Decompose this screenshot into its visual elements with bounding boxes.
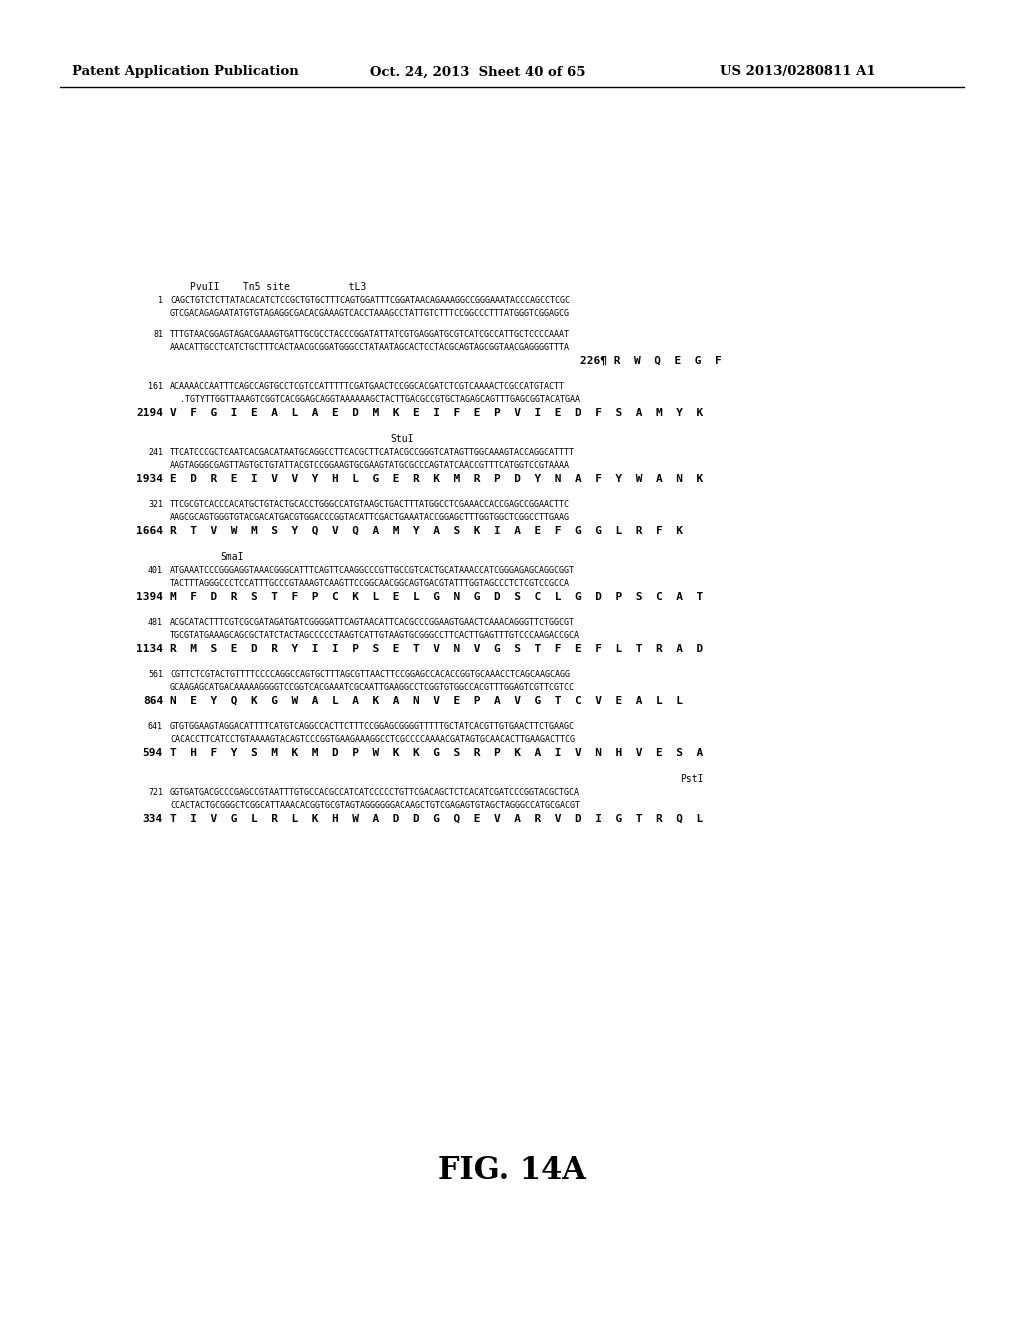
Text: ACGCATACTTTCGTCGCGATAGATGATCGGGGATTCAGTAACATTCACGCCCGGAAGTGAACTCAAACAGGGTTCTGGCG: ACGCATACTTTCGTCGCGATAGATGATCGGGGATTCAGTA…	[170, 618, 575, 627]
Text: R  T  V  W  M  S  Y  Q  V  Q  A  M  Y  A  S  K  I  A  E  F  G  G  L  R  F  K: R T V W M S Y Q V Q A M Y A S K I A E F …	[170, 525, 683, 536]
Text: 1664: 1664	[136, 525, 163, 536]
Text: 401: 401	[148, 566, 163, 576]
Text: 1134: 1134	[136, 644, 163, 653]
Text: AAACATTGCCTCATCTGCTTTCACTAACGCGGATGGGCCTATAATAGCACTCCTACGCAGTAGCGGTAACGAGGGGTTTA: AAACATTGCCTCATCTGCTTTCACTAACGCGGATGGGCCT…	[170, 343, 570, 352]
Text: SmaI: SmaI	[220, 552, 244, 562]
Text: Patent Application Publication: Patent Application Publication	[72, 66, 299, 78]
Text: US 2013/0280811 A1: US 2013/0280811 A1	[720, 66, 876, 78]
Text: CGTTCTCGTACTGTTTTCCCCAGGCCAGTGCTTTAGCGTTAACTTCCGGAGCCACACCGGTGCAAACCTCAGCAAGCAGG: CGTTCTCGTACTGTTTTCCCCAGGCCAGTGCTTTAGCGTT…	[170, 671, 570, 678]
Text: TGCGTATGAAAGCAGCGCTATCTACTAGCCCCCTAAGTCATTGTAAGTGCGGGCCTTCACTTGAGTTTGTCCCAAGACCG: TGCGTATGAAAGCAGCGCTATCTACTAGCCCCCTAAGTCA…	[170, 631, 580, 640]
Text: 1934: 1934	[136, 474, 163, 484]
Text: 594: 594	[142, 748, 163, 758]
Text: TTCGCGTCACCCACATGCTGTACTGCACCTGGGCCATGTAAGCTGACTTTATGGCCTCGAAACCACCGAGCCGGAACTTC: TTCGCGTCACCCACATGCTGTACTGCACCTGGGCCATGTA…	[170, 500, 570, 510]
Text: 1: 1	[158, 296, 163, 305]
Text: GTGTGGAAGTAGGACATTTTCATGTCAGGCCACTTCTTTCCGGAGCGGGGTTTTTGCTATCACGTTGTGAACTTCTGAAG: GTGTGGAAGTAGGACATTTTCATGTCAGGCCACTTCTTTC…	[170, 722, 575, 731]
Text: 241: 241	[148, 447, 163, 457]
Text: 81: 81	[153, 330, 163, 339]
Text: AAGCGCAGTGGGTGTACGACATGACGTGGACCCGGTACATTCGACTGAAATACCGGAGCTTTGGTGGCTCGGCCTTGAAG: AAGCGCAGTGGGTGTACGACATGACGTGGACCCGGTACAT…	[170, 513, 570, 521]
Text: M  F  D  R  S  T  F  P  C  K  L  E  L  G  N  G  D  S  C  L  G  D  P  S  C  A  T: M F D R S T F P C K L E L G N G D S C L …	[170, 591, 703, 602]
Text: CACACCTTCATCCTGTAAAAGTACAGTCCCGGTGAAGAAAGGCCTCGCCCCAAAACGATAGTGCAACACTTGAAGACTTC: CACACCTTCATCCTGTAAAAGTACAGTCCCGGTGAAGAAA…	[170, 735, 575, 744]
Text: 321: 321	[148, 500, 163, 510]
Text: GTCGACAGAGAATATGTGTAGAGGCGACACGAAAGTCACCTAAAGCCTATTGTCTTTCCGGCCCTTTATGGGTCGGAGCG: GTCGACAGAGAATATGTGTAGAGGCGACACGAAAGTCACC…	[170, 309, 570, 318]
Text: CAGCTGTCTCTTATACACATCTCCGCTGTGCTTTCAGTGGATTTCGGATAACAGAAAGGCCGGGAAATACCCAGCCTCGC: CAGCTGTCTCTTATACACATCTCCGCTGTGCTTTCAGTGG…	[170, 296, 570, 305]
Text: 161: 161	[148, 381, 163, 391]
Text: FIG. 14A: FIG. 14A	[438, 1155, 586, 1185]
Text: CCACTACTGCGGGCTCGGCATTAAACACGGTGCGTAGTAGGGGGGACAAGCTGTCGAGAGTGTAGCTAGGGCCATGCGAC: CCACTACTGCGGGCTCGGCATTAAACACGGTGCGTAGTAG…	[170, 801, 580, 810]
Text: TTTGTAACGGAGTAGACGAAAGTGATTGCGCCTACCCGGATATTATCGTGAGGATGCGTCATCGCCATTGCTCCCCAAAT: TTTGTAACGGAGTAGACGAAAGTGATTGCGCCTACCCGGA…	[170, 330, 570, 339]
Text: R  M  S  E  D  R  Y  I  I  P  S  E  T  V  N  V  G  S  T  F  E  F  L  T  R  A  D: R M S E D R Y I I P S E T V N V G S T F …	[170, 644, 703, 653]
Text: 721: 721	[148, 788, 163, 797]
Text: 1394: 1394	[136, 591, 163, 602]
Text: T  H  F  Y  S  M  K  M  D  P  W  K  K  G  S  R  P  K  A  I  V  N  H  V  E  S  A: T H F Y S M K M D P W K K G S R P K A I …	[170, 748, 703, 758]
Text: 481: 481	[148, 618, 163, 627]
Text: PstI: PstI	[680, 774, 703, 784]
Text: ATGAAATCCCGGGAGGTAAACGGGCATTTCAGTTCAAGGCCCGTTGCCGTCACTGCATAAACCATCGGGAGAGCAGGCGG: ATGAAATCCCGGGAGGTAAACGGGCATTTCAGTTCAAGGC…	[170, 566, 575, 576]
Text: V  F  G  I  E  A  L  A  E  D  M  K  E  I  F  E  P  V  I  E  D  F  S  A  M  Y  K: V F G I E A L A E D M K E I F E P V I E …	[170, 408, 703, 418]
Text: GGTGATGACGCCCGAGCCGTAATTTGTGCCACGCCATCATCCCCCTGTTCGACAGCTCTCACATCGATCCCGGTACGCTG: GGTGATGACGCCCGAGCCGTAATTTGTGCCACGCCATCAT…	[170, 788, 580, 797]
Text: 641: 641	[148, 722, 163, 731]
Text: 2194: 2194	[136, 408, 163, 418]
Text: GCAAGAGCATGACAAAAAGGGGTCCGGTCACGAAATCGCAATTGAAGGCCTCGGTGTGGCCACGTTTGGAGTCGTTCGTC: GCAAGAGCATGACAAAAAGGGGTCCGGTCACGAAATCGCA…	[170, 682, 575, 692]
Text: PvuII    Tn5 site          tL3: PvuII Tn5 site tL3	[190, 282, 367, 292]
Text: TACTTTAGGGCCCTCCATTTGCCCGTAAAGTCAAGTTCCGGCAACGGCAGTGACGTATTTGGTAGCCCTCTCGTCCGCCA: TACTTTAGGGCCCTCCATTTGCCCGTAAAGTCAAGTTCCG…	[170, 579, 570, 587]
Text: TTCATCCCGCTCAATCACGACATAATGCAGGCCTTCACGCTTCATACGCCGGGTCATAGTTGGCAAAGTACCAGGCATTT: TTCATCCCGCTCAATCACGACATAATGCAGGCCTTCACGC…	[170, 447, 575, 457]
Text: T  I  V  G  L  R  L  K  H  W  A  D  D  G  Q  E  V  A  R  V  D  I  G  T  R  Q  L: T I V G L R L K H W A D D G Q E V A R V …	[170, 814, 703, 824]
Text: Oct. 24, 2013  Sheet 40 of 65: Oct. 24, 2013 Sheet 40 of 65	[370, 66, 586, 78]
Text: 226¶ R  W  Q  E  G  F: 226¶ R W Q E G F	[580, 356, 722, 366]
Text: 334: 334	[142, 814, 163, 824]
Text: N  E  Y  Q  K  G  W  A  L  A  K  A  N  V  E  P  A  V  G  T  C  V  E  A  L  L: N E Y Q K G W A L A K A N V E P A V G T …	[170, 696, 683, 706]
Text: ACAAAACCAATTTCAGCCAGTGCCTCGTCCATTTTTCGATGAACTCCGGCACGATCTCGTCAAAACTCGCCATGTACTT: ACAAAACCAATTTCAGCCAGTGCCTCGTCCATTTTTCGAT…	[170, 381, 565, 391]
Text: 561: 561	[148, 671, 163, 678]
Text: E  D  R  E  I  V  V  Y  H  L  G  E  R  K  M  R  P  D  Y  N  A  F  Y  W  A  N  K: E D R E I V V Y H L G E R K M R P D Y N …	[170, 474, 703, 484]
Text: StuI: StuI	[390, 434, 414, 444]
Text: AAGTAGGGCGAGTTAGTGCTGTATTACGTCCGGAAGTGCGAAGTATGCGCCCAGTATCAACCGTTTCATGGTCCGTAAAA: AAGTAGGGCGAGTTAGTGCTGTATTACGTCCGGAAGTGCG…	[170, 461, 570, 470]
Text: 864: 864	[142, 696, 163, 706]
Text: .TGTYTTGGTTAAAGTCGGTCACGGAGCAGGTAAAAAAGCTACTTGACGCCGTGCTAGAGCAGTTTGAGCGGTACATGAA: .TGTYTTGGTTAAAGTCGGTCACGGAGCAGGTAAAAAAGC…	[170, 395, 580, 404]
